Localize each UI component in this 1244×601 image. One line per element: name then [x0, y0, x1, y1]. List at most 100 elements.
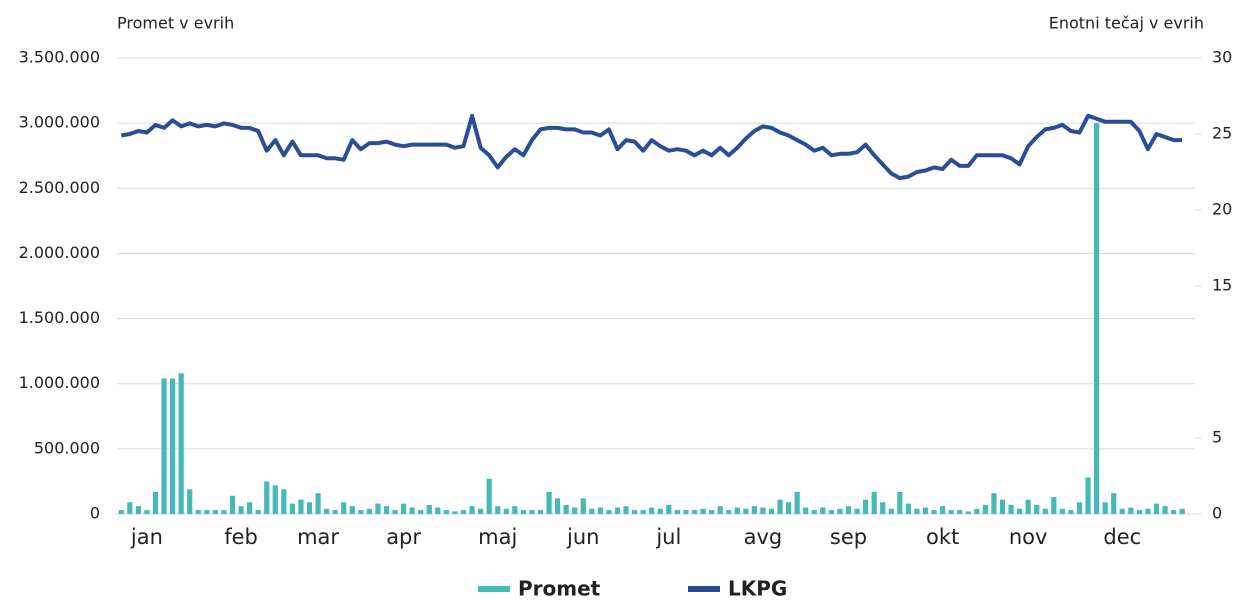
bar [469, 506, 475, 514]
y2-tick-label: 0 [1212, 504, 1222, 523]
y2-tick-label: 25 [1212, 124, 1232, 143]
x-tick-label: okt [926, 525, 959, 549]
bar [640, 510, 646, 514]
bar [152, 491, 159, 514]
bar [289, 503, 295, 514]
y-tick-label: 2.000.000 [19, 243, 100, 262]
bar [965, 511, 971, 514]
bar [306, 502, 313, 514]
x-tick-label: jan [130, 525, 163, 549]
bar [563, 504, 569, 514]
x-tick-label: dec [1103, 525, 1141, 549]
bar [957, 510, 963, 514]
line [120, 113, 1183, 181]
bar [1136, 510, 1142, 514]
bar [700, 508, 706, 514]
bar [786, 502, 792, 514]
bar [298, 499, 304, 514]
y-tick-label: 3.500.000 [19, 48, 100, 67]
bar [238, 506, 244, 514]
bar [845, 506, 852, 514]
bar [803, 507, 809, 514]
bar [452, 511, 458, 514]
bar [897, 491, 903, 514]
x-tick-label: avg [744, 525, 783, 549]
bar [1128, 507, 1134, 514]
bar [247, 502, 253, 514]
bar [999, 499, 1006, 514]
bar [272, 485, 278, 514]
bar [221, 510, 227, 514]
bar [931, 510, 937, 514]
bar [1076, 502, 1083, 514]
bar [366, 508, 372, 514]
bar [674, 510, 680, 514]
bar [1153, 503, 1160, 514]
y-tick-label: 2.500.000 [19, 178, 100, 197]
y-tick-label: 500.000 [34, 438, 100, 457]
bar [212, 510, 218, 514]
x-tick-label: feb [224, 525, 258, 549]
bar [1179, 508, 1185, 514]
bar [520, 510, 526, 514]
x-tick-label: maj [478, 525, 517, 549]
bar [187, 489, 193, 514]
bar [264, 481, 270, 514]
bar [349, 506, 355, 514]
bar [623, 506, 629, 514]
y-tick-label: 0 [90, 504, 100, 523]
bar [572, 507, 578, 514]
bar [777, 499, 783, 514]
bar [401, 503, 407, 514]
bar [709, 510, 715, 514]
bar [435, 507, 441, 514]
bar [426, 504, 432, 514]
bar [614, 507, 621, 514]
bar [606, 510, 612, 514]
bar [837, 508, 843, 514]
bar [905, 503, 911, 514]
x-tick-label: jun [566, 525, 599, 549]
bar [1145, 508, 1151, 514]
bar [683, 510, 689, 514]
bar [383, 506, 390, 514]
bar [178, 373, 184, 514]
bar [760, 507, 766, 514]
y2-tick-label: 15 [1212, 276, 1232, 295]
x-tick-label: mar [297, 525, 339, 549]
bar [195, 510, 201, 514]
bar [1025, 499, 1031, 514]
bar [726, 510, 732, 514]
legend-swatch [478, 586, 510, 592]
bar [828, 510, 834, 514]
y2-tick-label: 20 [1212, 200, 1232, 219]
bar [871, 491, 877, 514]
bar [409, 507, 415, 514]
x-tick-label: sep [830, 525, 867, 549]
y2-tick-label: 30 [1212, 48, 1232, 67]
bar [281, 489, 287, 514]
bar [118, 510, 124, 514]
bar [768, 508, 775, 514]
bar [991, 493, 997, 514]
bar [691, 510, 698, 514]
bar [1162, 506, 1168, 514]
x-tick-label: jul [655, 525, 681, 549]
bar [863, 499, 869, 514]
bar [418, 510, 424, 514]
legend-label: LKPG [728, 577, 787, 601]
bar [820, 507, 826, 514]
bar [1119, 508, 1125, 514]
bar [717, 506, 723, 514]
bar [948, 510, 954, 514]
bar [443, 510, 449, 514]
bar [751, 506, 757, 514]
bar [922, 507, 929, 514]
bar [888, 508, 894, 514]
y-axis-title: Promet v evrih [117, 14, 234, 33]
bar [537, 510, 544, 514]
bar [495, 506, 501, 514]
bar [914, 508, 920, 514]
